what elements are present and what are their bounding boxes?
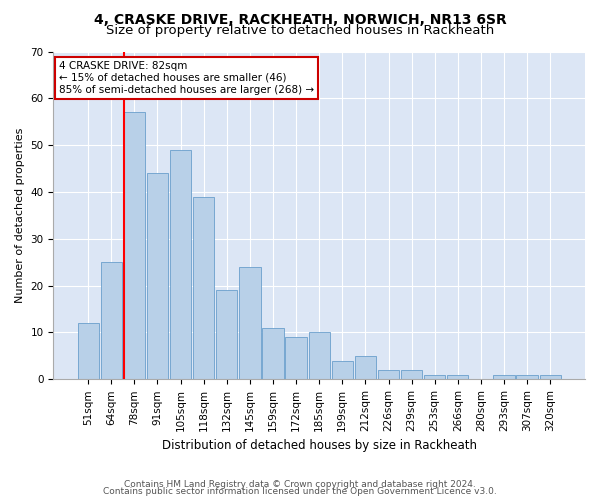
Bar [424,374,445,380]
Bar [216,290,238,380]
Bar [77,323,99,380]
X-axis label: Distribution of detached houses by size in Rackheath: Distribution of detached houses by size … [162,440,477,452]
Bar [147,174,168,380]
Bar [539,374,561,380]
Text: Contains HM Land Registry data © Crown copyright and database right 2024.: Contains HM Land Registry data © Crown c… [124,480,476,489]
Bar [332,360,353,380]
Bar [286,337,307,380]
Bar [355,356,376,380]
Text: 4 CRASKE DRIVE: 82sqm
← 15% of detached houses are smaller (46)
85% of semi-deta: 4 CRASKE DRIVE: 82sqm ← 15% of detached … [59,62,314,94]
Bar [517,374,538,380]
Text: Contains public sector information licensed under the Open Government Licence v3: Contains public sector information licen… [103,487,497,496]
Bar [493,374,515,380]
Bar [101,262,122,380]
Text: 4, CRASKE DRIVE, RACKHEATH, NORWICH, NR13 6SR: 4, CRASKE DRIVE, RACKHEATH, NORWICH, NR1… [94,12,506,26]
Text: Size of property relative to detached houses in Rackheath: Size of property relative to detached ho… [106,24,494,37]
Y-axis label: Number of detached properties: Number of detached properties [15,128,25,303]
Bar [170,150,191,380]
Bar [124,112,145,380]
Bar [378,370,399,380]
Bar [401,370,422,380]
Bar [262,328,284,380]
Bar [447,374,469,380]
Bar [239,267,260,380]
Bar [308,332,330,380]
Bar [193,196,214,380]
